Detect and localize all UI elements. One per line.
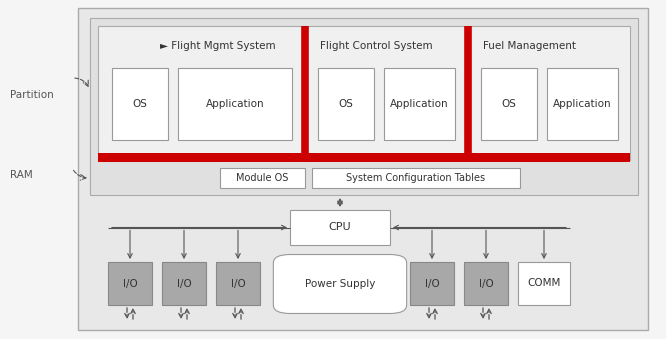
Text: I/O: I/O xyxy=(479,279,494,288)
Bar xyxy=(220,168,305,188)
Text: I/O: I/O xyxy=(123,279,137,288)
Text: Application: Application xyxy=(553,99,612,109)
Text: Application: Application xyxy=(390,99,449,109)
Text: I/O: I/O xyxy=(176,279,191,288)
Bar xyxy=(178,68,292,140)
Bar xyxy=(410,262,454,305)
Bar xyxy=(108,262,152,305)
Text: CPU: CPU xyxy=(329,222,351,233)
Bar xyxy=(312,168,520,188)
FancyBboxPatch shape xyxy=(273,255,407,314)
Text: RAM: RAM xyxy=(10,170,33,180)
Bar xyxy=(98,153,630,162)
Bar xyxy=(384,68,455,140)
Bar xyxy=(112,68,168,140)
Text: System Configuration Tables: System Configuration Tables xyxy=(346,173,486,183)
Bar xyxy=(468,26,630,160)
Text: Fuel Management: Fuel Management xyxy=(483,41,576,51)
Text: I/O: I/O xyxy=(425,279,440,288)
Text: OS: OS xyxy=(501,99,516,109)
Text: Partition: Partition xyxy=(10,90,54,100)
Bar xyxy=(318,68,374,140)
Bar xyxy=(216,262,260,305)
Text: Flight Control System: Flight Control System xyxy=(320,41,433,51)
Text: ► Flight Mgmt System: ► Flight Mgmt System xyxy=(160,41,276,51)
Bar xyxy=(162,262,206,305)
Text: COMM: COMM xyxy=(527,279,561,288)
Text: OS: OS xyxy=(133,99,147,109)
Text: Power Supply: Power Supply xyxy=(305,279,375,289)
Bar xyxy=(464,262,508,305)
Bar xyxy=(90,18,638,195)
Text: OS: OS xyxy=(338,99,354,109)
Bar xyxy=(305,26,468,160)
Bar xyxy=(290,210,390,245)
Bar xyxy=(481,68,537,140)
Text: Module OS: Module OS xyxy=(236,173,288,183)
Bar xyxy=(78,8,648,330)
Bar xyxy=(98,26,305,160)
Bar xyxy=(547,68,618,140)
Text: Application: Application xyxy=(206,99,264,109)
Bar xyxy=(518,262,570,305)
Text: I/O: I/O xyxy=(230,279,245,288)
